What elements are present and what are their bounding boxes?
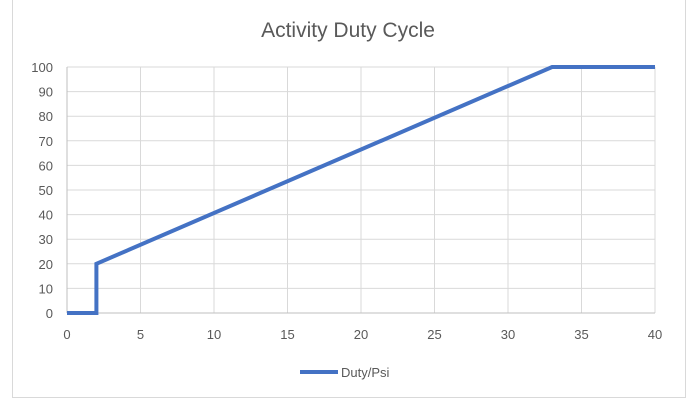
x-tick-label: 15: [280, 327, 294, 342]
y-tick-label: 30: [39, 232, 53, 247]
x-tick-label: 40: [648, 327, 662, 342]
x-tick-label: 20: [354, 327, 368, 342]
x-tick-label: 0: [63, 327, 70, 342]
y-tick-label: 70: [39, 134, 53, 149]
y-tick-label: 100: [31, 60, 53, 75]
grid: [67, 66, 656, 313]
chart-title: Activity Duty Cycle: [261, 19, 435, 42]
x-tick-label: 30: [501, 327, 515, 342]
y-tick-label: 90: [39, 85, 53, 100]
x-tick-labels: 0 5 10 15 20 25 30 35 40: [63, 327, 662, 342]
y-tick-labels: 0 10 20 30 40 50 60 70 80 90 100: [31, 60, 53, 321]
series-layer: [67, 65, 655, 315]
y-tick-label: 80: [39, 109, 53, 124]
x-tick-label: 10: [207, 327, 221, 342]
legend: Duty/Psi: [300, 365, 390, 380]
x-tick-label: 5: [137, 327, 144, 342]
y-tick-label: 40: [39, 208, 53, 223]
y-tick-label: 50: [39, 183, 53, 198]
y-tick-label: 20: [39, 257, 53, 272]
y-tick-label: 0: [46, 306, 53, 321]
series-line: [67, 65, 655, 315]
y-tick-label: 10: [39, 281, 53, 296]
legend-label: Duty/Psi: [341, 365, 390, 380]
axes: [66, 67, 655, 314]
y-tick-label: 60: [39, 158, 53, 173]
x-tick-label: 25: [427, 327, 441, 342]
x-tick-label: 35: [574, 327, 588, 342]
